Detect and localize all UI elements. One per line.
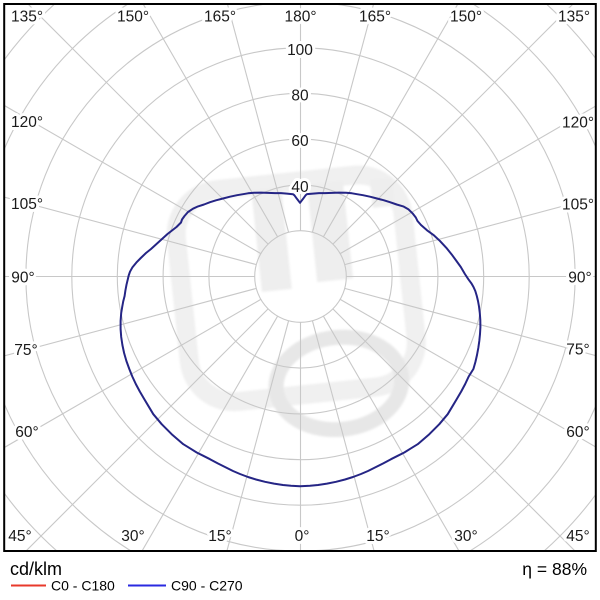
svg-text:75°: 75° (566, 342, 589, 359)
svg-text:C90 - C270: C90 - C270 (171, 578, 243, 594)
svg-text:60: 60 (291, 133, 309, 150)
svg-text:100: 100 (287, 42, 313, 59)
svg-text:0°: 0° (295, 528, 310, 545)
svg-text:105°: 105° (11, 196, 43, 213)
svg-text:135°: 135° (558, 9, 590, 26)
svg-text:40: 40 (291, 179, 309, 196)
svg-text:150°: 150° (450, 9, 482, 26)
svg-text:30°: 30° (121, 528, 144, 545)
svg-text:180°: 180° (284, 9, 316, 26)
svg-text:120°: 120° (562, 115, 594, 132)
svg-text:90°: 90° (11, 270, 34, 287)
svg-text:cd/klm: cd/klm (10, 559, 62, 579)
svg-text:C0 - C180: C0 - C180 (51, 578, 115, 594)
svg-text:165°: 165° (359, 9, 391, 26)
svg-text:15°: 15° (208, 528, 231, 545)
svg-text:30°: 30° (454, 528, 477, 545)
svg-text:120°: 120° (11, 114, 43, 131)
svg-text:60°: 60° (15, 424, 38, 441)
svg-text:45°: 45° (8, 528, 31, 545)
svg-text:60°: 60° (566, 424, 589, 441)
svg-text:η = 88%: η = 88% (522, 559, 587, 579)
svg-text:15°: 15° (366, 528, 389, 545)
svg-text:165°: 165° (204, 9, 236, 26)
svg-text:90°: 90° (568, 270, 591, 287)
svg-text:105°: 105° (562, 197, 594, 214)
svg-text:75°: 75° (14, 342, 37, 359)
svg-text:80: 80 (291, 87, 309, 104)
svg-text:150°: 150° (117, 9, 149, 26)
svg-text:135°: 135° (11, 9, 43, 26)
svg-text:45°: 45° (566, 528, 589, 545)
